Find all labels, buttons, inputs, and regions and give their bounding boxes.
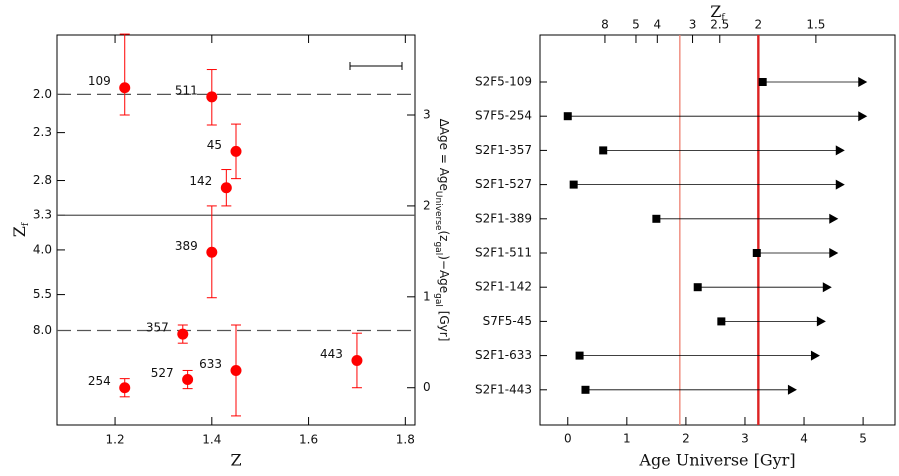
x-tick-label: 1.2 <box>106 433 125 447</box>
x2-tick-label: 1.5 <box>806 18 825 32</box>
x-tick-label: 3 <box>741 432 749 446</box>
point-label: 357 <box>146 321 169 335</box>
limit-arrow <box>816 316 826 327</box>
marker <box>652 214 661 223</box>
x-axis-label: Age Universe [Gyr] <box>638 451 795 470</box>
y2-axis-label-part: )−Age <box>438 255 452 293</box>
x-tick-label: 4 <box>800 432 808 446</box>
x2-tick-label: 2.5 <box>710 18 729 32</box>
y-tick-label: 0 <box>423 380 431 394</box>
category-label: S2F1-527 <box>475 177 532 191</box>
marker <box>575 351 584 360</box>
x2-tick-label: 5 <box>632 18 640 32</box>
y2-axis-label-part: [Gyr] <box>438 307 452 342</box>
category-label: S2F1-511 <box>475 246 532 260</box>
y2-axis-label-part: (z <box>438 230 452 241</box>
point-label: 109 <box>88 74 111 88</box>
point <box>351 354 363 366</box>
x-tick-label: 1.6 <box>299 433 318 447</box>
limit-arrow <box>858 77 868 87</box>
y2-tick-label: 2.3 <box>33 125 52 139</box>
point <box>119 82 131 94</box>
y-axis-label-sub: f <box>21 222 31 226</box>
left-frame <box>56 34 416 426</box>
point-label: 527 <box>151 366 174 380</box>
limit-arrow <box>835 145 845 156</box>
x-tick-label: 1 <box>623 432 631 446</box>
marker <box>581 385 590 394</box>
marker <box>693 283 702 292</box>
y2-tick-label: 8.0 <box>33 323 52 337</box>
point <box>220 182 232 194</box>
category-label: S7F5-45 <box>483 314 532 328</box>
x-tick-label: 5 <box>859 432 867 446</box>
category-label: S7F5-254 <box>475 109 532 123</box>
point <box>182 374 194 386</box>
y-tick-label: 1 <box>423 289 431 303</box>
scale-bar <box>349 62 403 70</box>
y2-tick-label: 4.0 <box>33 242 52 256</box>
marker <box>569 180 578 189</box>
category-label: S2F1-389 <box>475 211 532 225</box>
x2-axis-label: Zf <box>710 2 725 23</box>
point <box>206 91 218 103</box>
x2-axis-label-sub: f <box>721 13 725 23</box>
x2-tick-label: 2 <box>755 18 763 32</box>
category-label: S2F1-633 <box>475 348 532 362</box>
x2-axis-label-part: Z <box>710 2 721 21</box>
point-label: 254 <box>88 374 111 388</box>
x-tick-label: 1.4 <box>202 433 221 447</box>
y2-tick-label: 3.3 <box>33 208 52 222</box>
category-label: S2F1-443 <box>475 382 532 396</box>
limit-arrow <box>822 282 832 293</box>
y2-axis-label-sub: Universe <box>434 191 444 231</box>
limit-arrow <box>835 179 845 190</box>
x2-tick-label: 4 <box>653 18 661 32</box>
category-label: S2F1-357 <box>475 143 532 157</box>
point-label: 389 <box>175 239 198 253</box>
marker <box>599 146 608 155</box>
x-tick-label: 1.8 <box>396 433 415 447</box>
category-label: S2F1-142 <box>475 280 532 294</box>
y2-axis-label-part: ΔAge = Age <box>438 119 452 191</box>
point <box>206 246 218 258</box>
x2-tick-label: 8 <box>601 18 609 32</box>
marker <box>752 249 761 257</box>
point-label: 45 <box>207 138 222 152</box>
marker <box>563 112 572 121</box>
point-label: 633 <box>199 357 222 371</box>
limit-arrow <box>829 248 839 258</box>
category-label: S2F5-109 <box>475 75 532 89</box>
y2-tick-label: 2.0 <box>33 87 52 101</box>
x-tick-label: 0 <box>564 432 572 446</box>
y2-axis-label: ΔAge = AgeUniverse(zgal)−Agegal [Gyr] <box>434 119 452 342</box>
point <box>230 364 242 376</box>
point <box>177 328 189 340</box>
y-tick-label: 3 <box>423 108 431 122</box>
limit-arrow <box>858 111 868 122</box>
marker <box>758 78 767 86</box>
y-axis-label-part: Z <box>10 226 29 237</box>
point-label: 443 <box>320 347 343 361</box>
y2-tick-label: 5.5 <box>33 287 52 301</box>
point <box>230 145 242 157</box>
point-label: 511 <box>175 83 198 97</box>
y-tick-label: 2 <box>423 198 431 212</box>
marker <box>717 317 726 326</box>
y2-axis-label-sub: gal <box>434 241 444 255</box>
x-axis-label: Z <box>230 451 241 470</box>
point <box>119 382 131 394</box>
y2-tick-label: 2.8 <box>33 173 52 187</box>
limit-arrow <box>829 213 839 224</box>
y-axis-label: Zf <box>10 222 31 237</box>
y2-axis-label-sub: gal <box>434 293 444 307</box>
limit-arrow <box>787 384 797 395</box>
right-frame <box>539 34 896 426</box>
limit-arrow <box>810 350 820 361</box>
point-label: 142 <box>189 174 212 188</box>
x-tick-label: 2 <box>682 432 690 446</box>
x2-tick-label: 3 <box>689 18 697 32</box>
